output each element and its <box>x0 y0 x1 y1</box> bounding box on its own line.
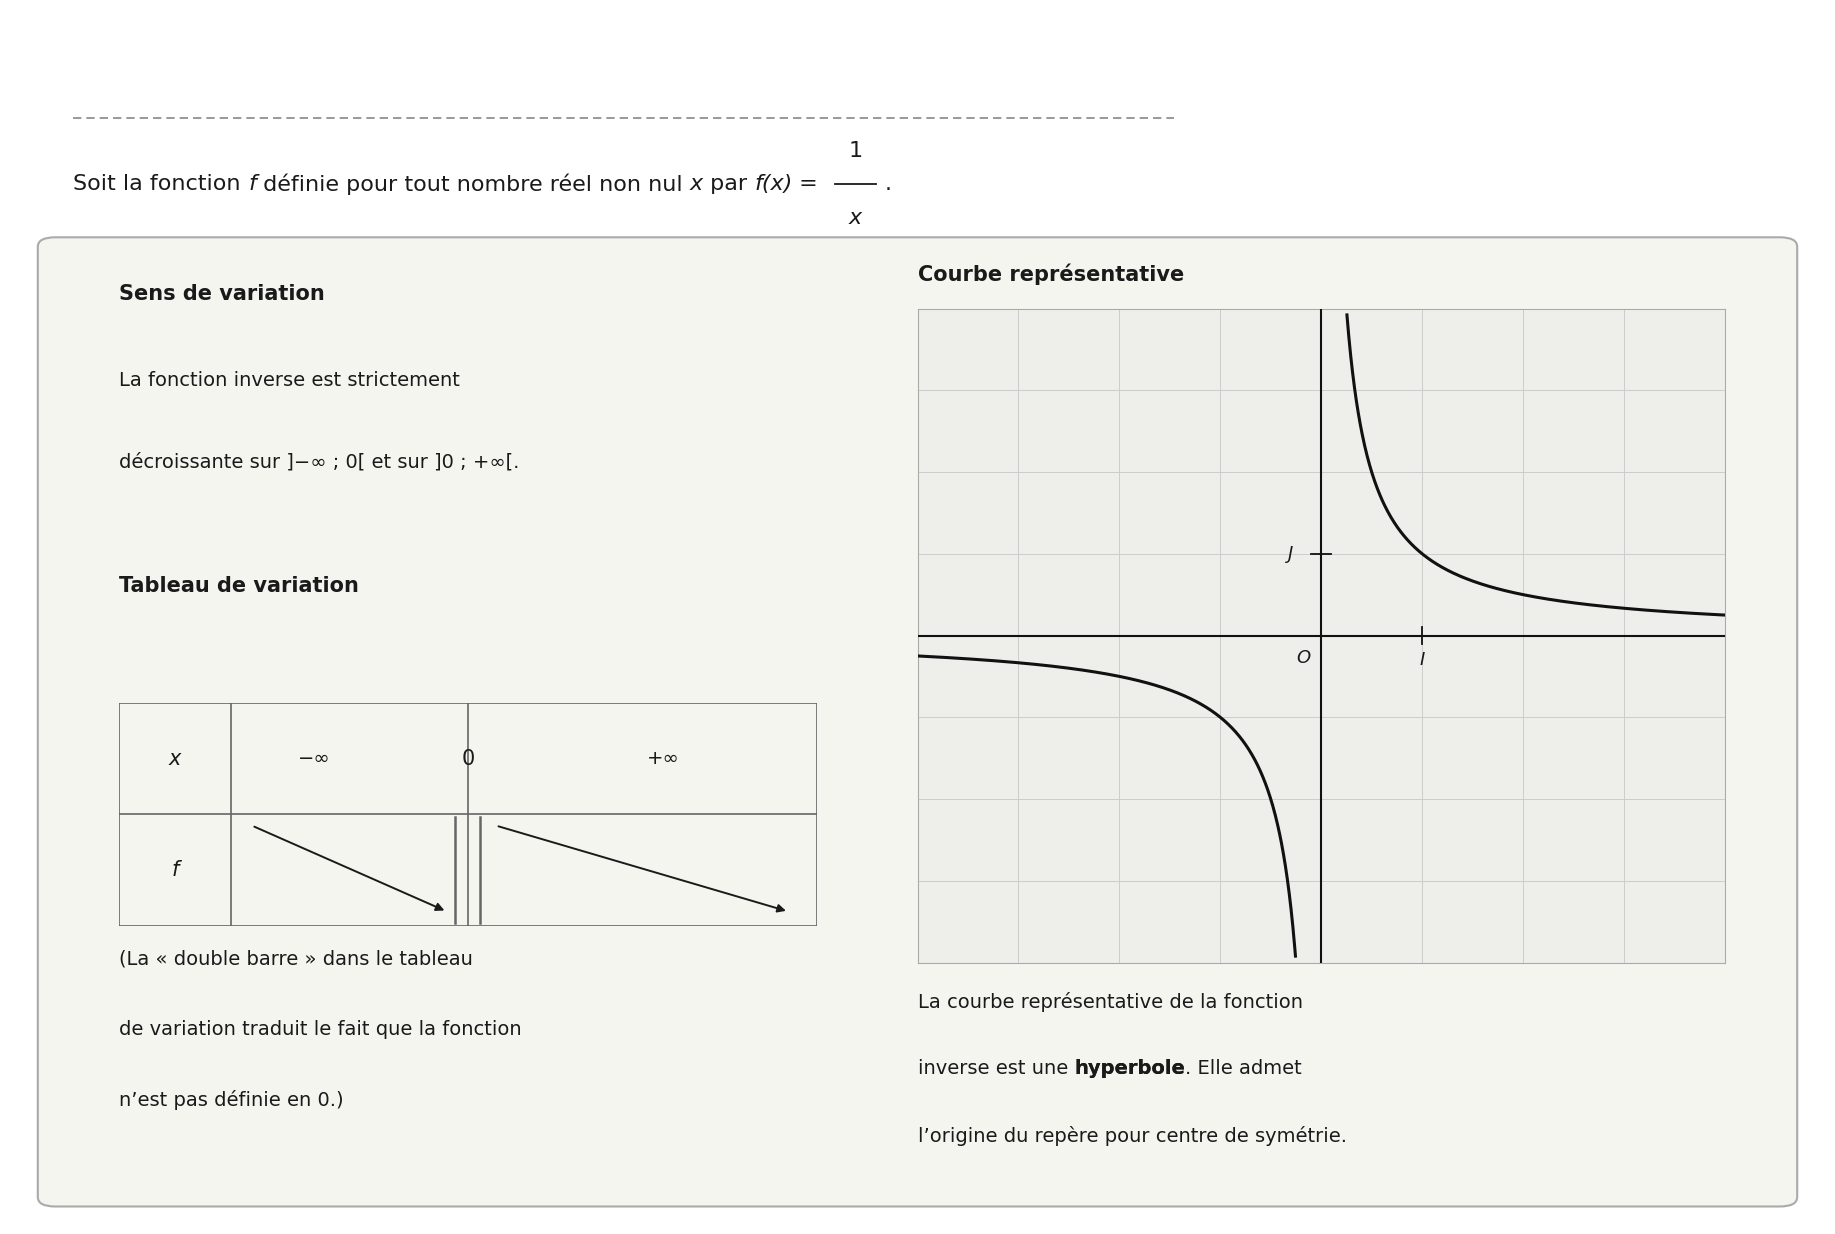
Text: définie pour tout nombre réel non nul: définie pour tout nombre réel non nul <box>255 174 690 195</box>
Text: Courbe représentative: Courbe représentative <box>918 264 1184 285</box>
Text: hyperbole: hyperbole <box>1073 1059 1185 1077</box>
Text: hyperbole: hyperbole <box>1073 1059 1185 1077</box>
Text: de variation traduit le fait que la fonction: de variation traduit le fait que la fonc… <box>119 1019 521 1039</box>
Text: .: . <box>884 174 892 195</box>
Text: f: f <box>248 174 255 195</box>
Text: Sens de variation: Sens de variation <box>119 284 325 304</box>
Text: La courbe représentative de la fonction: La courbe représentative de la fonction <box>918 992 1303 1012</box>
Text: 1: 1 <box>848 141 862 162</box>
Text: x: x <box>169 749 182 769</box>
Text: x: x <box>690 174 703 195</box>
Text: . Elle admet: . Elle admet <box>1185 1059 1301 1077</box>
Text: O: O <box>1296 649 1310 668</box>
Text: La fonction inverse est strictement: La fonction inverse est strictement <box>119 370 461 390</box>
Text: Soit la fonction: Soit la fonction <box>73 174 248 195</box>
Text: Tableau de variation: Tableau de variation <box>119 575 360 596</box>
Text: f(x): f(x) <box>754 174 793 195</box>
Text: l’origine du repère pour centre de symétrie.: l’origine du repère pour centre de symét… <box>918 1125 1347 1146</box>
Text: 0: 0 <box>461 749 475 769</box>
Text: I: I <box>1420 652 1424 669</box>
FancyBboxPatch shape <box>39 237 1796 1207</box>
Text: inverse est une: inverse est une <box>918 1059 1073 1077</box>
Text: J: J <box>1288 544 1294 563</box>
Text: (La « double barre » dans le tableau: (La « double barre » dans le tableau <box>119 950 473 969</box>
Text: x: x <box>850 207 862 228</box>
Text: décroissante sur ]−∞ ; 0[ et sur ]0 ; +∞[.: décroissante sur ]−∞ ; 0[ et sur ]0 ; +∞… <box>119 452 519 471</box>
Text: n’est pas définie en 0.): n’est pas définie en 0.) <box>119 1091 343 1111</box>
Text: +∞: +∞ <box>646 749 679 769</box>
Text: −∞: −∞ <box>299 749 330 769</box>
Text: =: = <box>793 174 826 195</box>
Text: f: f <box>171 860 178 880</box>
Text: par: par <box>703 174 754 195</box>
